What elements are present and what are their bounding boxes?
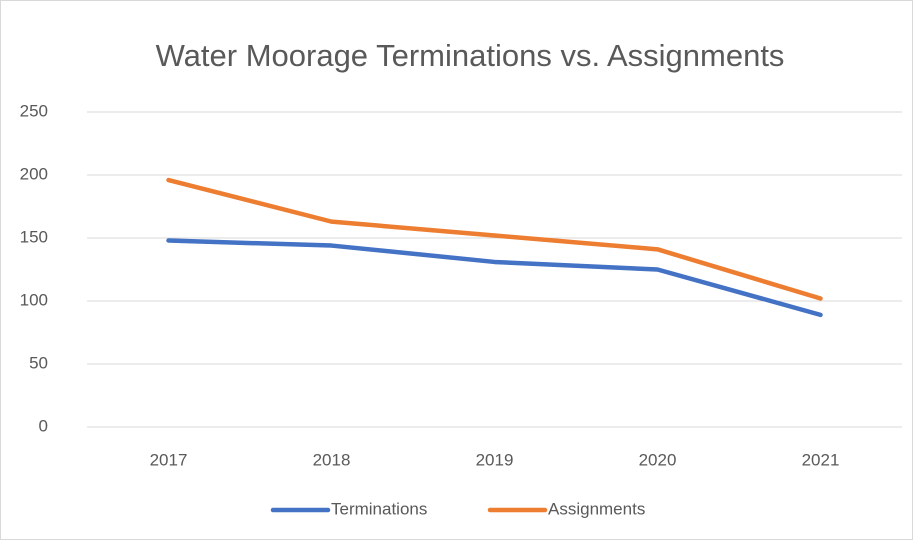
x-tick-label: 2017 [150, 450, 188, 469]
x-tick-label: 2021 [802, 450, 840, 469]
chart-title: Water Moorage Terminations vs. Assignmen… [156, 38, 785, 73]
x-tick-label: 2019 [476, 450, 514, 469]
series-line [166, 238, 823, 318]
x-tick-label: 2020 [639, 450, 677, 469]
x-tick-label: 2018 [313, 450, 351, 469]
legend-label: Assignments [548, 499, 645, 518]
y-tick-label: 50 [29, 353, 48, 372]
y-tick-label: 150 [20, 227, 48, 246]
y-tick-label: 100 [20, 290, 48, 309]
y-tick-label: 250 [20, 101, 48, 120]
legend-label: Terminations [331, 499, 427, 518]
y-tick-label: 200 [20, 164, 48, 183]
y-tick-label: 0 [39, 416, 48, 435]
series-line [166, 177, 823, 301]
